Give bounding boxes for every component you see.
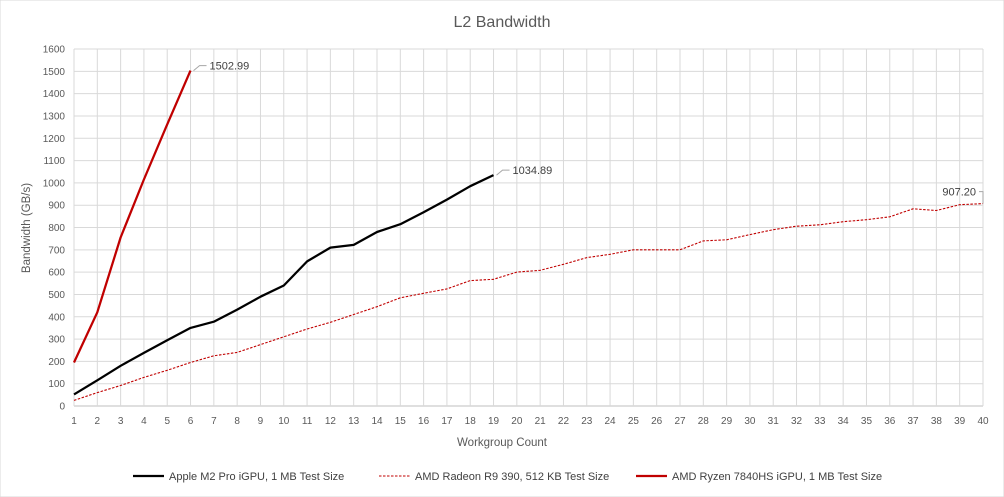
x-tick-label: 22 [558, 416, 570, 427]
legend-label-2: AMD Ryzen 7840HS iGPU, 1 MB Test Size [672, 471, 882, 483]
x-tick-label: 30 [744, 416, 756, 427]
x-tick-label: 7 [211, 416, 217, 427]
x-tick-label: 39 [954, 416, 966, 427]
x-tick-label: 13 [348, 416, 360, 427]
leader-line [193, 65, 207, 72]
x-tick-label: 12 [325, 416, 337, 427]
x-tick-label: 36 [884, 416, 896, 427]
y-tick-label: 200 [48, 357, 65, 368]
x-tick-label: 27 [674, 416, 686, 427]
x-tick-label: 38 [931, 416, 943, 427]
y-tick-label: 1000 [43, 178, 66, 189]
series-line-1 [73, 203, 984, 401]
y-tick-label: 900 [48, 201, 65, 212]
chart-title: L2 Bandwidth [454, 14, 551, 31]
x-tick-label: 16 [418, 416, 430, 427]
y-axis-title: Bandwidth (GB/s) [21, 183, 33, 273]
x-tick-label: 20 [511, 416, 523, 427]
x-tick-label: 24 [605, 416, 617, 427]
x-tick-label: 19 [488, 416, 500, 427]
y-tick-label: 800 [48, 223, 65, 234]
x-tick-label: 18 [465, 416, 477, 427]
x-tick-label: 28 [698, 416, 710, 427]
x-tick-label: 11 [302, 416, 313, 427]
y-tick-label: 700 [48, 245, 65, 256]
x-tick-label: 17 [441, 416, 453, 427]
legend: Apple M2 Pro iGPU, 1 MB Test Size AMD Rad… [133, 471, 882, 483]
series-end-label-2: 1502.99 [210, 61, 250, 73]
x-tick-label: 35 [861, 416, 873, 427]
x-tick-label: 21 [535, 416, 547, 427]
x-tick-label: 2 [95, 416, 101, 427]
x-tick-label: 8 [234, 416, 240, 427]
y-tick-label: 1500 [43, 67, 66, 78]
series-lines [72, 70, 984, 401]
x-tick-label: 14 [371, 416, 383, 427]
legend-label-1: AMD Radeon R9 390, 512 KB Test Size [415, 471, 609, 483]
y-tick-label: 1600 [43, 45, 66, 56]
x-tick-label: 40 [977, 416, 989, 427]
x-tick-label: 1 [71, 416, 77, 427]
y-tick-label: 600 [48, 268, 65, 279]
x-tick-label: 6 [188, 416, 194, 427]
x-tick-label: 9 [258, 416, 264, 427]
x-tick-label: 23 [581, 416, 593, 427]
x-tick-label: 15 [395, 416, 407, 427]
y-tick-label: 0 [59, 402, 65, 413]
x-tick-label: 31 [768, 416, 780, 427]
series-line-0 [73, 174, 494, 396]
x-tick-label: 37 [908, 416, 920, 427]
x-tick-label: 26 [651, 416, 663, 427]
x-axis-ticks: 1 2 3 4 5 6 7 8 9 10 11 12 13 14 15 16 17 18 19 20 21 22 23 24 2… [71, 416, 989, 427]
y-tick-label: 1100 [43, 156, 65, 167]
y-axis-ticks: 0 100 200 300 400 500 600 700 800 900 1000 1100 1200… [43, 45, 66, 413]
x-axis-title: Workgroup Count [457, 437, 548, 449]
x-tick-label: 10 [278, 416, 290, 427]
x-tick-label: 33 [814, 416, 826, 427]
x-tick-label: 5 [164, 416, 170, 427]
legend-label-0: Apple M2 Pro iGPU, 1 MB Test Size [169, 471, 344, 483]
x-tick-label: 32 [791, 416, 803, 427]
y-tick-label: 500 [48, 290, 65, 301]
gridlines [73, 48, 984, 407]
data-labels: 1034.89 907.20 1502.99 [193, 61, 984, 204]
x-tick-label: 4 [141, 416, 147, 427]
series-line-2 [72, 70, 192, 363]
y-tick-label: 1400 [43, 89, 66, 100]
y-tick-label: 1300 [43, 111, 66, 122]
x-tick-label: 34 [838, 416, 850, 427]
x-tick-label: 25 [628, 416, 640, 427]
y-tick-label: 300 [48, 335, 65, 346]
y-tick-label: 400 [48, 312, 65, 323]
x-tick-label: 3 [118, 416, 124, 427]
leader-line [979, 191, 984, 204]
x-tick-label: 29 [721, 416, 733, 427]
y-tick-label: 100 [48, 379, 65, 390]
series-end-label-1: 907.20 [942, 187, 976, 199]
series-end-label-0: 1034.89 [513, 165, 553, 177]
leader-line [496, 169, 510, 176]
y-tick-label: 1200 [43, 134, 66, 145]
